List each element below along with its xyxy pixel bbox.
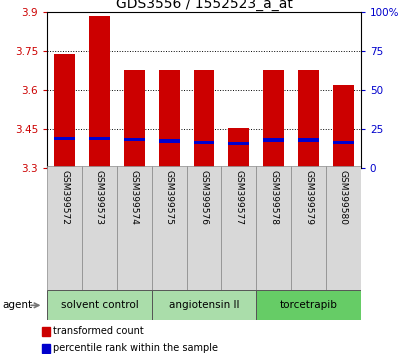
Bar bbox=[297, 69, 318, 168]
FancyBboxPatch shape bbox=[325, 166, 360, 290]
FancyBboxPatch shape bbox=[186, 166, 221, 290]
FancyBboxPatch shape bbox=[47, 166, 82, 290]
Bar bbox=[332, 141, 353, 144]
Bar bbox=[158, 69, 179, 168]
Text: GSM399576: GSM399576 bbox=[199, 170, 208, 225]
FancyBboxPatch shape bbox=[42, 327, 50, 336]
Text: agent: agent bbox=[2, 300, 32, 310]
Text: GSM399577: GSM399577 bbox=[234, 170, 243, 225]
Bar bbox=[124, 138, 144, 141]
Bar bbox=[297, 138, 318, 142]
Text: angiotensin II: angiotensin II bbox=[169, 300, 238, 310]
FancyBboxPatch shape bbox=[47, 290, 151, 320]
Bar bbox=[228, 128, 249, 168]
Text: solvent control: solvent control bbox=[61, 300, 138, 310]
Bar bbox=[158, 139, 179, 143]
FancyBboxPatch shape bbox=[256, 290, 360, 320]
Bar bbox=[193, 69, 214, 168]
FancyBboxPatch shape bbox=[221, 166, 256, 290]
Bar bbox=[263, 138, 283, 142]
Bar bbox=[228, 142, 249, 145]
FancyBboxPatch shape bbox=[151, 290, 256, 320]
Bar bbox=[54, 137, 75, 140]
Bar bbox=[263, 69, 283, 168]
Text: GSM399579: GSM399579 bbox=[303, 170, 312, 225]
Bar bbox=[54, 54, 75, 168]
Bar bbox=[193, 141, 214, 144]
Title: GDS3556 / 1552523_a_at: GDS3556 / 1552523_a_at bbox=[115, 0, 292, 11]
Text: transformed count: transformed count bbox=[53, 326, 144, 336]
Text: GSM399572: GSM399572 bbox=[60, 170, 69, 225]
Text: GSM399574: GSM399574 bbox=[130, 170, 138, 225]
FancyBboxPatch shape bbox=[151, 166, 186, 290]
Text: GSM399573: GSM399573 bbox=[95, 170, 103, 225]
FancyBboxPatch shape bbox=[82, 166, 117, 290]
Text: torcetrapib: torcetrapib bbox=[279, 300, 337, 310]
Text: percentile rank within the sample: percentile rank within the sample bbox=[53, 343, 218, 353]
FancyBboxPatch shape bbox=[117, 166, 151, 290]
Bar bbox=[332, 85, 353, 168]
Bar bbox=[89, 137, 110, 140]
FancyBboxPatch shape bbox=[290, 166, 325, 290]
FancyBboxPatch shape bbox=[256, 166, 290, 290]
Bar bbox=[89, 16, 110, 168]
FancyBboxPatch shape bbox=[42, 344, 50, 353]
Text: GSM399580: GSM399580 bbox=[338, 170, 347, 225]
Text: GSM399575: GSM399575 bbox=[164, 170, 173, 225]
Text: GSM399578: GSM399578 bbox=[269, 170, 277, 225]
Bar bbox=[124, 69, 144, 168]
